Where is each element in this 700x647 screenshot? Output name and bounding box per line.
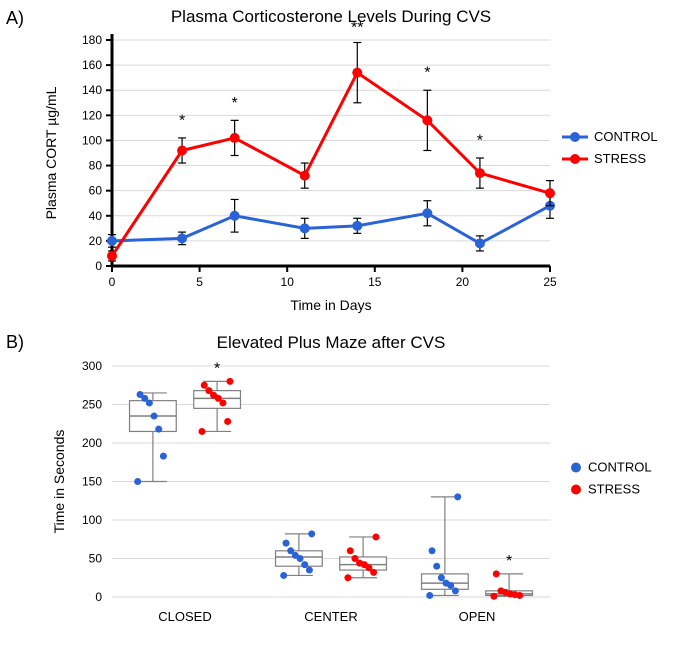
data-point: [306, 567, 313, 574]
data-point: [454, 493, 461, 500]
data-point: [226, 378, 233, 385]
data-point: [351, 555, 358, 562]
data-point: [426, 592, 433, 599]
x-tick-label: 5: [196, 275, 203, 289]
data-point: [493, 570, 500, 577]
y-tick-label: 120: [82, 108, 102, 122]
chart-a-title: Plasma Corticosterone Levels During CVS: [171, 7, 491, 26]
data-point: [137, 391, 144, 398]
series-marker-control: [177, 233, 187, 243]
legend-marker: [571, 485, 581, 495]
data-point: [429, 547, 436, 554]
series-marker-stress: [300, 171, 310, 181]
legend-marker: [570, 132, 580, 142]
y-tick-label: 80: [89, 159, 103, 173]
sig-annotation: *: [214, 360, 220, 377]
data-point: [452, 587, 459, 594]
series-marker-stress: [545, 188, 555, 198]
legend-label: STRESS: [594, 151, 646, 166]
series-marker-stress: [475, 168, 485, 178]
panel-a-label: A): [6, 8, 24, 29]
y-tick-label: 100: [82, 513, 102, 527]
data-point: [438, 574, 445, 581]
data-point: [201, 382, 208, 389]
data-point: [347, 547, 354, 554]
data-point: [443, 580, 450, 587]
data-point: [205, 387, 212, 394]
legend-label: CONTROL: [588, 460, 652, 475]
y-tick-label: 180: [82, 33, 102, 47]
data-point: [372, 533, 379, 540]
data-point: [433, 563, 440, 570]
y-tick-label: 50: [89, 552, 103, 566]
y-tick-label: 140: [82, 83, 102, 97]
x-tick-label: 20: [456, 275, 470, 289]
series-marker-stress: [107, 251, 117, 261]
category-label: OPEN: [459, 609, 496, 624]
y-tick-label: 20: [89, 234, 103, 248]
sig-annotation: *: [232, 95, 238, 112]
y-tick-label: 60: [89, 184, 103, 198]
data-point: [151, 413, 158, 420]
x-tick-label: 10: [281, 275, 295, 289]
series-marker-stress: [230, 133, 240, 143]
y-tick-label: 160: [82, 58, 102, 72]
y-axis-label: Time in Seconds: [51, 430, 67, 534]
y-axis-label: Plasma CORT µg/mL: [43, 86, 59, 219]
sig-annotation: **: [351, 19, 363, 36]
x-tick-label: 25: [543, 275, 557, 289]
data-point: [280, 572, 287, 579]
data-point: [283, 540, 290, 547]
series-marker-stress: [177, 145, 187, 155]
legend-label: CONTROL: [594, 129, 658, 144]
data-point: [308, 530, 315, 537]
x-axis-label: Time in Days: [290, 297, 371, 313]
data-point: [134, 478, 141, 485]
y-tick-label: 250: [82, 398, 102, 412]
data-point: [198, 428, 205, 435]
series-marker-control: [422, 208, 432, 218]
sig-annotation: *: [506, 553, 512, 570]
chart-b: Elevated Plus Maze after CVS 0 50 100 150 200…: [30, 330, 690, 645]
data-point: [344, 574, 351, 581]
y-tick-label: 40: [89, 209, 103, 223]
data-point: [490, 593, 497, 600]
y-tick-label: 300: [82, 359, 102, 373]
data-point: [287, 547, 294, 554]
data-point: [497, 587, 504, 594]
series-marker-control: [475, 238, 485, 248]
series-marker-control: [107, 236, 117, 246]
category-label: CENTER: [304, 609, 357, 624]
y-tick-label: 100: [82, 133, 102, 147]
y-tick-label: 0: [95, 590, 102, 604]
data-point: [301, 561, 308, 568]
series-marker-control: [352, 221, 362, 231]
category-label: CLOSED: [158, 609, 211, 624]
chart-a: Plasma Corticosterone Levels During CVS 0…: [30, 4, 690, 324]
series-marker-control: [230, 211, 240, 221]
y-tick-label: 0: [95, 259, 102, 273]
sig-annotation: *: [179, 112, 185, 129]
sig-annotation: *: [424, 65, 430, 82]
x-tick-label: 0: [109, 275, 116, 289]
sig-annotation: *: [477, 132, 483, 149]
data-point: [155, 426, 162, 433]
y-tick-label: 200: [82, 436, 102, 450]
series-marker-stress: [352, 68, 362, 78]
panel-b-label: B): [6, 332, 24, 353]
legend-marker: [570, 154, 580, 164]
data-point: [160, 453, 167, 460]
data-point: [224, 418, 231, 425]
series-marker-control: [300, 223, 310, 233]
series-marker-stress: [422, 115, 432, 125]
x-tick-label: 15: [368, 275, 382, 289]
legend-label: STRESS: [588, 482, 640, 497]
chart-b-title: Elevated Plus Maze after CVS: [217, 333, 446, 352]
y-tick-label: 150: [82, 475, 102, 489]
legend-marker: [571, 463, 581, 473]
